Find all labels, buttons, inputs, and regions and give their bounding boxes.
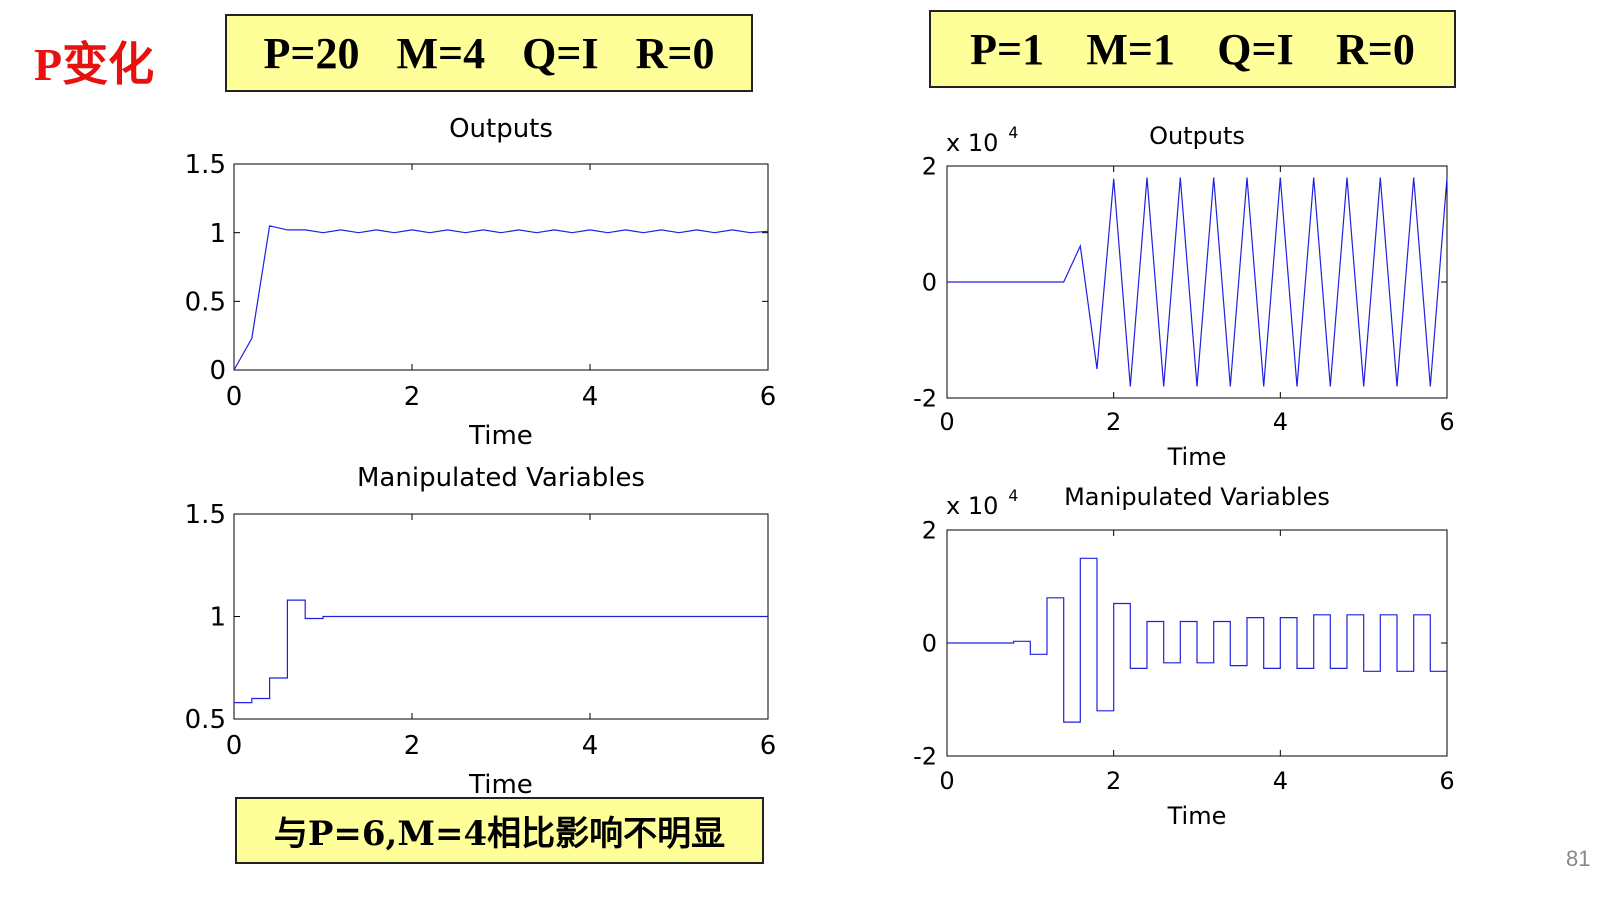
right-params-box: P=1 M=1 Q=I R=0 (929, 10, 1456, 88)
y-axis-multiplier-exponent: 4 (1008, 487, 1018, 505)
x-tick-label: 0 (226, 382, 243, 412)
plot-frame (233, 163, 769, 371)
chart-title: Outputs (1149, 122, 1245, 150)
x-tick-label: 4 (582, 382, 599, 412)
y-tick-label: 0.5 (185, 287, 226, 317)
chart-title: Manipulated Variables (1064, 483, 1330, 511)
y-tick-label: 2 (922, 152, 937, 180)
series-line (234, 599, 768, 704)
y-tick-label: 0 (922, 629, 937, 657)
x-tick-label: 2 (404, 731, 421, 761)
y-axis-multiplier: x 10 (946, 492, 998, 520)
left-outputs-chart: Outputs Time 0 2 4 6 0 0.5 1 1.5 (185, 114, 777, 451)
y-tick-label: 1 (209, 219, 226, 249)
x-tick-label: 0 (939, 767, 954, 795)
chart-title: Manipulated Variables (357, 463, 645, 493)
x-tick-label: 2 (1106, 408, 1121, 436)
y-tick-label: 0 (209, 356, 226, 386)
x-axis-label: Time (1167, 802, 1227, 830)
x-tick-label: 4 (582, 731, 599, 761)
x-tick-label: 6 (1439, 767, 1454, 795)
slide-title: P变化 (34, 39, 155, 90)
y-axis-multiplier: x 10 (946, 129, 998, 157)
y-axis-multiplier-exponent: 4 (1008, 124, 1018, 142)
page-number: 81 (1566, 846, 1591, 871)
series-line (947, 557, 1447, 723)
y-tick-label: 0.5 (185, 705, 226, 735)
x-tick-label: 4 (1273, 767, 1288, 795)
param-m: M=1 (1086, 24, 1175, 74)
series-line (233, 225, 769, 371)
left-params-box: P=20 M=4 Q=I R=0 (225, 14, 753, 92)
param-p: P=20 (263, 28, 360, 78)
x-tick-label: 2 (1106, 767, 1121, 795)
y-tick-label: 1.5 (185, 150, 226, 180)
param-m: M=4 (396, 28, 486, 78)
x-axis-label: Time (468, 770, 533, 800)
x-tick-label: 6 (760, 382, 777, 412)
chart-title: Outputs (449, 114, 553, 144)
param-r: R=0 (635, 28, 715, 78)
y-tick-label: 1.5 (185, 500, 226, 530)
y-tick-label: 2 (922, 516, 937, 544)
y-tick-label: -2 (913, 742, 937, 770)
x-axis-label: Time (468, 421, 533, 451)
y-tick-label: 0 (922, 268, 937, 296)
param-r: R=0 (1335, 24, 1415, 74)
y-tick-label: -2 (913, 384, 937, 412)
param-p: P=1 (970, 24, 1045, 74)
left-mv-chart: Manipulated Variables Time 0 2 4 6 0.5 1 1.5 (185, 463, 777, 800)
x-tick-label: 0 (939, 408, 954, 436)
series-line (947, 177, 1448, 387)
param-q: Q=I (1217, 24, 1294, 74)
x-axis-label: Time (1167, 443, 1227, 471)
x-tick-label: 6 (760, 731, 777, 761)
x-tick-label: 4 (1273, 408, 1288, 436)
x-tick-label: 6 (1439, 408, 1454, 436)
param-q: Q=I (522, 28, 599, 78)
y-tick-label: 1 (209, 603, 226, 633)
x-tick-label: 0 (226, 731, 243, 761)
x-tick-label: 2 (404, 382, 421, 412)
note-box: 与P=6,M=4相比影响不明显 (235, 797, 764, 864)
